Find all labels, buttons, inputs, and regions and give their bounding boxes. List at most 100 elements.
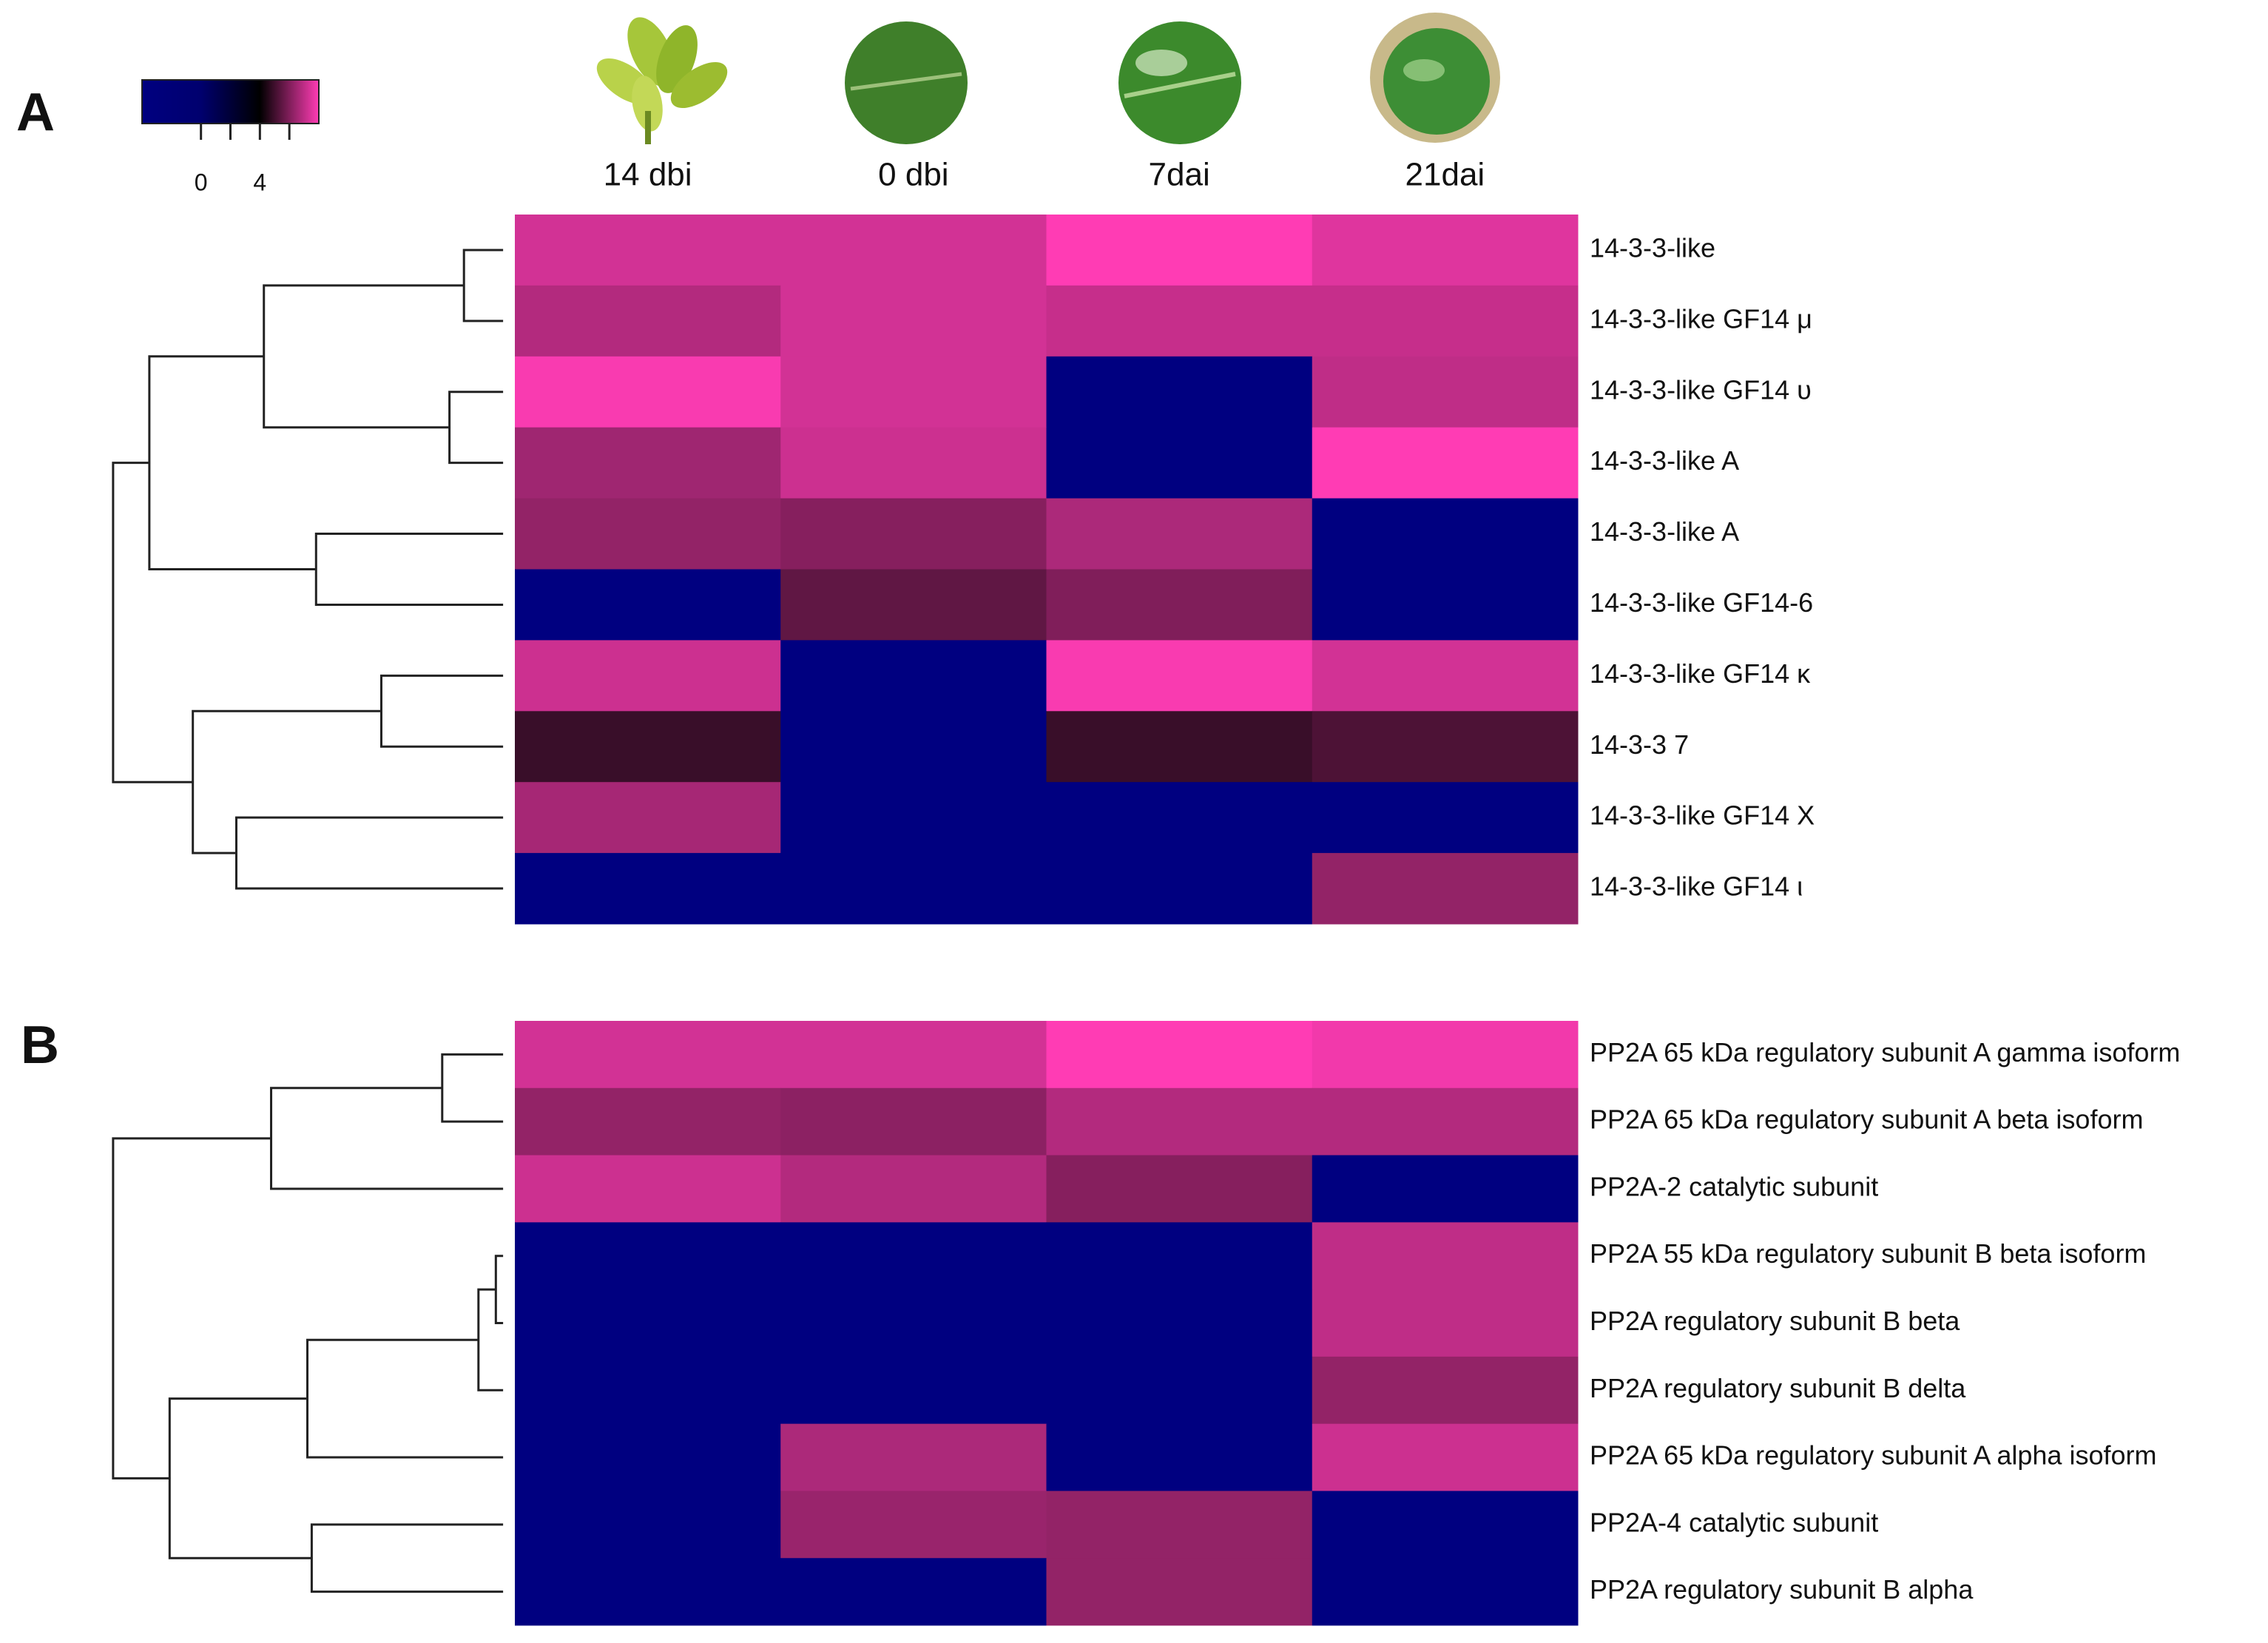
heatmap-cell	[780, 1222, 1047, 1290]
dendrogram-branch	[314, 533, 504, 606]
dendrogram-branch	[234, 816, 504, 890]
heatmap-cell	[780, 1356, 1047, 1425]
heatmap-cell	[515, 215, 781, 286]
heatmap-cell	[1046, 1558, 1313, 1626]
dendrogram-branch	[448, 391, 504, 465]
dendrogram-branch	[477, 1288, 504, 1391]
heatmap-cell	[515, 711, 781, 783]
heatmap-cell	[515, 1289, 781, 1357]
heatmap-cell	[1312, 427, 1579, 499]
heatmap-cell	[1312, 853, 1579, 925]
heatmap-cell	[1312, 711, 1579, 783]
heatmap-cell	[1312, 285, 1579, 357]
heatmap-cell	[780, 853, 1047, 925]
heatmap-cell	[1046, 640, 1313, 712]
heatmap-cell	[515, 853, 781, 925]
colorbar-tick-label: 4	[253, 169, 266, 195]
heatmap-cell	[780, 711, 1047, 783]
heatmap-cell	[1312, 569, 1579, 641]
dendrogram-branch	[494, 1255, 504, 1324]
heatmap-cell	[1046, 356, 1313, 428]
heatmap-cell	[780, 285, 1047, 357]
heatmap-cell	[1046, 1222, 1313, 1290]
row-label: 14-3-3-like GF14 μ	[1590, 303, 1812, 334]
dendrogram	[112, 1053, 504, 1593]
dendrogram-branch	[270, 1087, 504, 1190]
heatmap-cell	[780, 1289, 1047, 1357]
heatmap-cell	[780, 215, 1047, 286]
heatmap-cell	[1046, 782, 1313, 854]
row-label: PP2A regulatory subunit B delta	[1590, 1373, 1966, 1403]
heatmap-cell	[1046, 1155, 1313, 1223]
row-label: PP2A regulatory subunit B alpha	[1590, 1574, 1974, 1605]
heatmap-cell	[515, 640, 781, 712]
column-label: 21dai	[1405, 157, 1485, 193]
dendrogram	[112, 249, 504, 890]
heatmap-cell	[1046, 1356, 1313, 1425]
dendrogram-branch	[306, 1338, 504, 1459]
heatmap-cell	[1046, 215, 1313, 286]
heatmap-cell	[780, 356, 1047, 428]
dendrogram-branch	[112, 462, 193, 783]
heatmap-cell	[1312, 1491, 1579, 1559]
heatmap-cell	[515, 1423, 781, 1491]
heatmap-cell	[515, 356, 781, 428]
row-label: PP2A 55 kDa regulatory subunit B beta is…	[1590, 1238, 2146, 1269]
heatmap-cell	[1312, 1155, 1579, 1223]
row-label: 14-3-3-like GF14-6	[1590, 587, 1813, 618]
heatmap-cell	[515, 1155, 781, 1223]
row-label: 14-3-3-like A	[1590, 516, 1739, 547]
row-label: 14-3-3-like	[1590, 232, 1715, 263]
leaf-sprig	[596, 17, 728, 144]
panel-letter: B	[21, 1016, 59, 1075]
heatmap-cell	[515, 498, 781, 570]
heatmap-cell	[1046, 1423, 1313, 1491]
heatmap-cell	[780, 640, 1047, 712]
row-label: PP2A regulatory subunit B beta	[1590, 1306, 1960, 1336]
heatmap-cell	[1312, 782, 1579, 854]
dendrogram-branch	[379, 674, 504, 748]
heatmap-cell	[1312, 215, 1579, 286]
heatmap-cell	[515, 1087, 781, 1156]
heatmap-cell	[780, 1155, 1047, 1223]
heatmap-cell	[515, 1558, 781, 1626]
heatmap-cell	[1312, 1356, 1579, 1425]
heatmap-cell	[780, 498, 1047, 570]
heatmap-cell	[515, 782, 781, 854]
leaf-images	[596, 13, 1500, 144]
heatmap-cell	[1046, 285, 1313, 357]
heatmap-cell	[1312, 1021, 1579, 1089]
heatmap-cell	[1312, 1222, 1579, 1290]
row-label: PP2A-2 catalytic subunit	[1590, 1171, 1878, 1201]
heatmap-cell	[1312, 1558, 1579, 1626]
heatmap-cell	[1312, 356, 1579, 428]
dendrogram-branch	[441, 1053, 504, 1123]
heatmap-cell	[1046, 1289, 1313, 1357]
heatmap-cell	[1312, 498, 1579, 570]
heatmap-cell	[780, 1491, 1047, 1559]
heatmap-cell	[515, 569, 781, 641]
heatmap-cell	[1312, 640, 1579, 712]
dendrogram-branch	[112, 1137, 271, 1480]
heatmap-cell	[780, 1087, 1047, 1156]
dendrogram-branch	[148, 355, 317, 570]
heatmap-cell	[780, 427, 1047, 499]
heatmap-cell	[515, 427, 781, 499]
heatmap-cell	[515, 1222, 781, 1290]
heatmap-cell	[1046, 498, 1313, 570]
heatmap-cell	[1312, 1087, 1579, 1156]
heatmap-cell	[1046, 853, 1313, 925]
panel-letter: A	[16, 83, 55, 142]
heatmap-cell	[1046, 427, 1313, 499]
heatmap-cell	[515, 285, 781, 357]
row-label: 14-3-3-like A	[1590, 445, 1739, 476]
heatmap-cell	[515, 1356, 781, 1425]
heatmap-cell	[1312, 1423, 1579, 1491]
heatmap-cell	[515, 1021, 781, 1089]
heatmap-cell	[780, 1423, 1047, 1491]
heatmap-cell	[1046, 1021, 1313, 1089]
dendrogram-branch	[168, 1397, 312, 1559]
column-label: 14 dbi	[604, 157, 692, 193]
row-label: 14-3-3-like GF14 κ	[1590, 658, 1811, 689]
